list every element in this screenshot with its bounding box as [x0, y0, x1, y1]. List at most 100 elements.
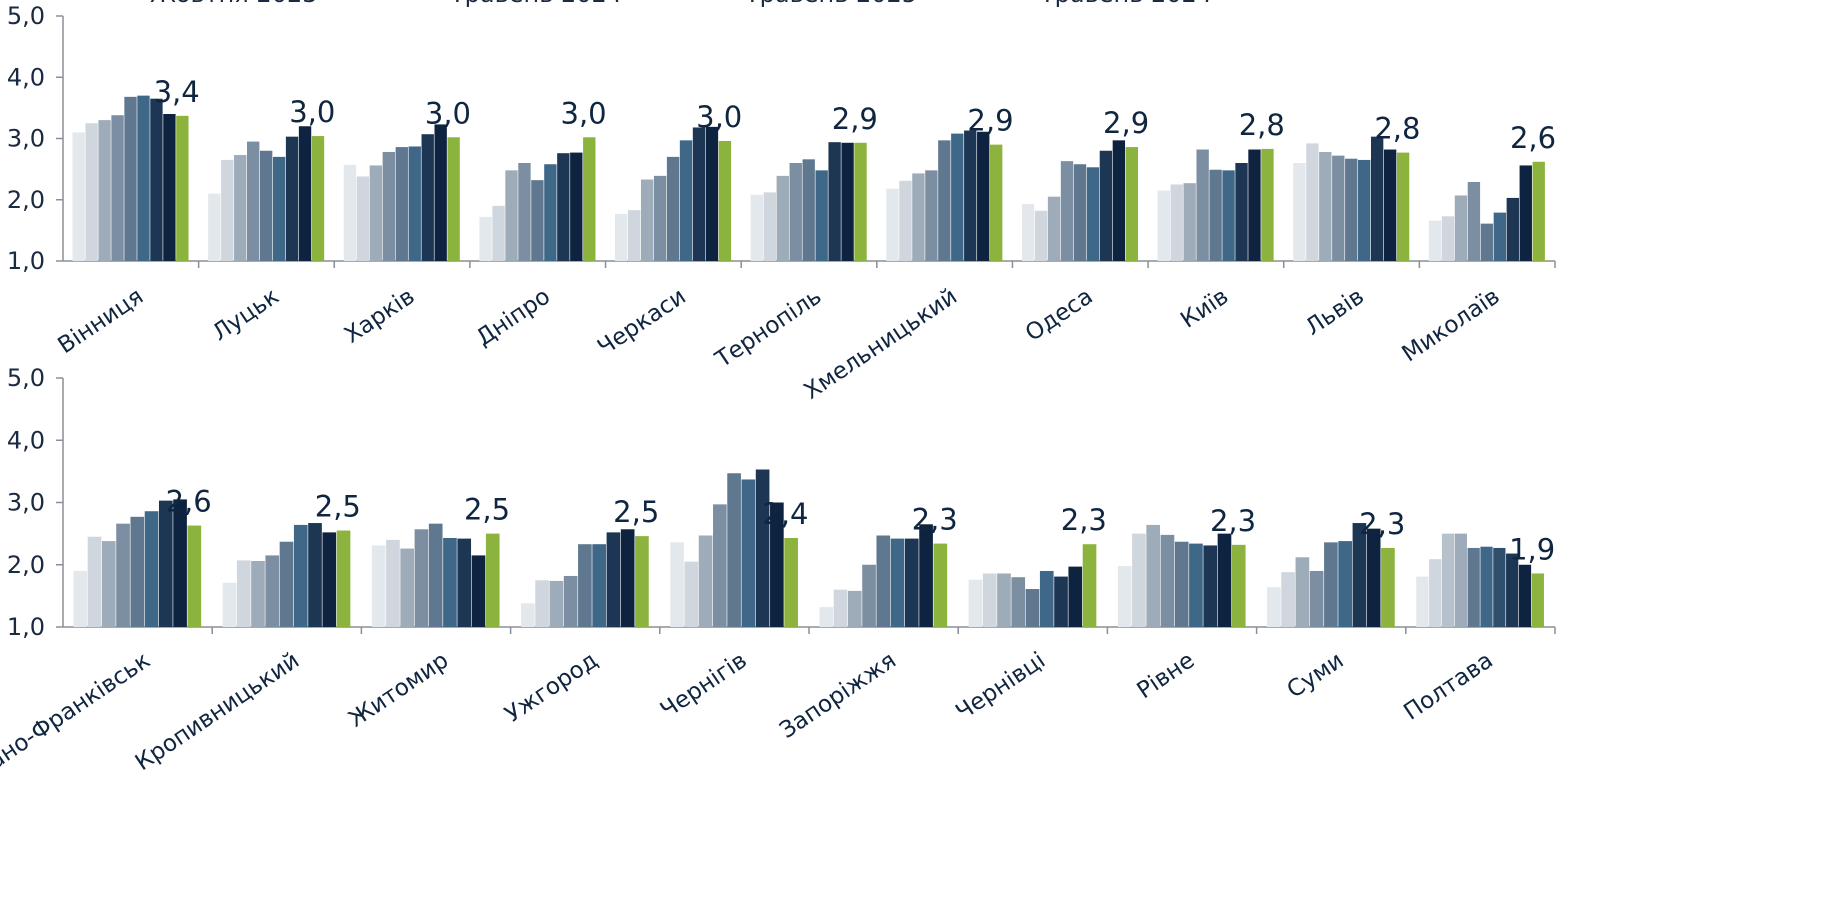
bar	[1370, 136, 1384, 261]
bar	[982, 573, 997, 627]
bar	[85, 123, 98, 261]
bar	[163, 114, 176, 261]
bar	[1248, 149, 1261, 261]
bar	[1099, 150, 1113, 261]
category-label: Запоріжжя	[775, 647, 901, 744]
data-label: 2,5	[613, 495, 659, 529]
category-label: Івано-Франківськ	[0, 647, 155, 786]
bar	[336, 530, 351, 627]
y-tick-label: 2,0	[7, 186, 45, 214]
bar	[1117, 565, 1132, 627]
bar	[428, 523, 443, 627]
bar	[176, 115, 189, 262]
bar	[1467, 547, 1480, 627]
bar	[628, 210, 641, 261]
category-label: Житомир	[344, 647, 453, 732]
bar	[1231, 544, 1246, 627]
bar	[1429, 559, 1442, 627]
bar	[606, 532, 621, 627]
bar	[819, 607, 834, 627]
bar	[1441, 216, 1455, 261]
bar	[705, 126, 719, 261]
bar	[828, 142, 841, 261]
bar	[635, 536, 649, 627]
bar	[1428, 220, 1442, 261]
bar	[615, 213, 628, 261]
bar	[158, 500, 173, 627]
y-tick-label: 4,0	[7, 426, 45, 454]
bar	[741, 479, 756, 627]
bar	[251, 561, 265, 627]
bar	[784, 537, 798, 627]
bar	[421, 134, 434, 261]
bar	[684, 561, 699, 627]
bar	[1493, 547, 1506, 627]
bar	[815, 170, 828, 261]
bar	[938, 140, 951, 261]
bar	[492, 205, 505, 261]
bar	[977, 131, 990, 261]
bar	[670, 542, 684, 627]
bar	[1060, 161, 1074, 261]
bar	[862, 564, 876, 627]
bar	[933, 543, 948, 627]
bar	[1480, 546, 1493, 627]
bar	[1506, 553, 1519, 627]
bar	[400, 548, 415, 627]
bar	[1309, 570, 1324, 627]
bar	[1532, 161, 1545, 261]
bar	[1021, 204, 1035, 261]
bar	[1047, 196, 1061, 261]
bar	[150, 98, 163, 261]
y-tick-label: 3,0	[7, 489, 45, 517]
bar	[1295, 557, 1310, 627]
bar	[111, 115, 124, 261]
bar	[713, 504, 727, 627]
category-label: Рівне	[1133, 647, 1200, 704]
bar	[1319, 151, 1332, 261]
bar	[457, 538, 472, 627]
bar	[1011, 577, 1026, 627]
data-label: 2,3	[1359, 507, 1405, 541]
bar	[471, 555, 486, 627]
bar	[1506, 197, 1519, 261]
bar	[101, 541, 116, 627]
bar	[912, 173, 925, 261]
category-label: Чернівці	[951, 647, 1050, 725]
bar	[434, 124, 447, 261]
bar	[951, 133, 964, 261]
bar	[904, 538, 919, 627]
bar	[443, 537, 457, 627]
bar	[1352, 523, 1367, 627]
data-label: 2,4	[762, 497, 808, 531]
bar	[1235, 163, 1248, 261]
bar	[265, 555, 280, 627]
bar	[1345, 158, 1358, 261]
bar	[1132, 533, 1146, 627]
category-label: Миколаїв	[1398, 283, 1505, 367]
bar	[789, 163, 802, 261]
bar	[698, 535, 713, 627]
bar	[1183, 183, 1196, 261]
bar	[447, 137, 460, 261]
bar	[293, 524, 308, 627]
bar	[1467, 181, 1481, 261]
bar	[479, 216, 492, 261]
bar	[968, 579, 983, 627]
data-label: 2,3	[1210, 504, 1256, 538]
category-label: Харків	[340, 283, 419, 348]
data-label: 2,9	[967, 104, 1013, 138]
bar	[1531, 573, 1544, 627]
bar	[173, 499, 187, 627]
bar	[1396, 152, 1410, 261]
bar	[414, 529, 429, 627]
y-tick-label: 5,0	[7, 2, 45, 30]
bar	[369, 165, 383, 261]
bar	[222, 582, 237, 627]
y-tick-label: 1,0	[7, 613, 45, 641]
bar	[876, 535, 891, 627]
bar	[549, 580, 564, 627]
bar	[1082, 544, 1097, 627]
category-label: Тернопіль	[710, 283, 826, 373]
bar	[1209, 169, 1222, 261]
